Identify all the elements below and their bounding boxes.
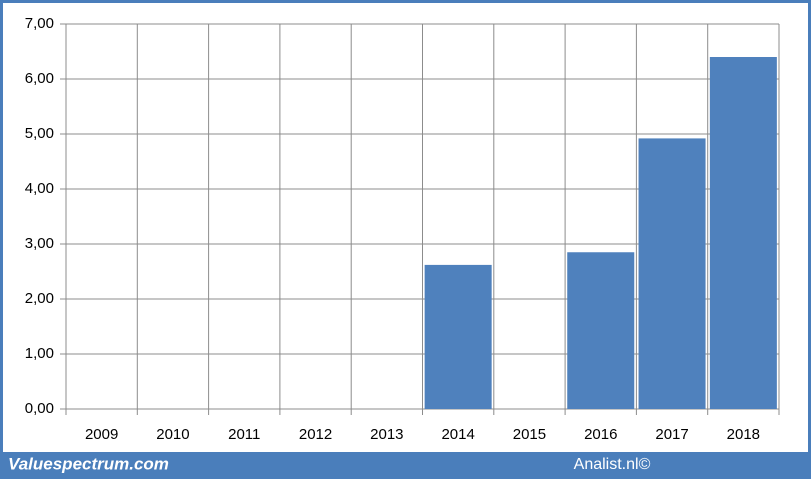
footer-right: Analist.nl©: [574, 456, 651, 473]
bar: [567, 252, 635, 409]
x-tick-label: 2014: [441, 426, 474, 443]
footer-left: Valuespectrum.com: [8, 454, 169, 473]
x-tick-label: 2009: [85, 426, 118, 443]
bar: [638, 138, 706, 409]
x-tick-label: 2011: [228, 426, 260, 443]
footer-band: [0, 452, 811, 479]
x-tick-label: 2017: [655, 426, 688, 443]
x-tick-label: 2010: [156, 426, 189, 443]
y-tick-label: 7,00: [25, 15, 54, 32]
x-tick-label: 2015: [513, 426, 546, 443]
x-tick-label: 2016: [584, 426, 617, 443]
y-tick-label: 1,00: [25, 345, 54, 362]
x-tick-label: 2012: [299, 426, 332, 443]
bar: [709, 57, 777, 409]
x-tick-label: 2018: [727, 426, 760, 443]
y-tick-label: 6,00: [25, 70, 54, 87]
bar: [424, 264, 492, 409]
y-tick-label: 2,00: [25, 290, 54, 307]
y-tick-label: 3,00: [25, 235, 54, 252]
y-tick-label: 4,00: [25, 180, 54, 197]
y-tick-label: 0,00: [25, 400, 54, 417]
x-tick-label: 2013: [370, 426, 403, 443]
y-tick-label: 5,00: [25, 125, 54, 142]
